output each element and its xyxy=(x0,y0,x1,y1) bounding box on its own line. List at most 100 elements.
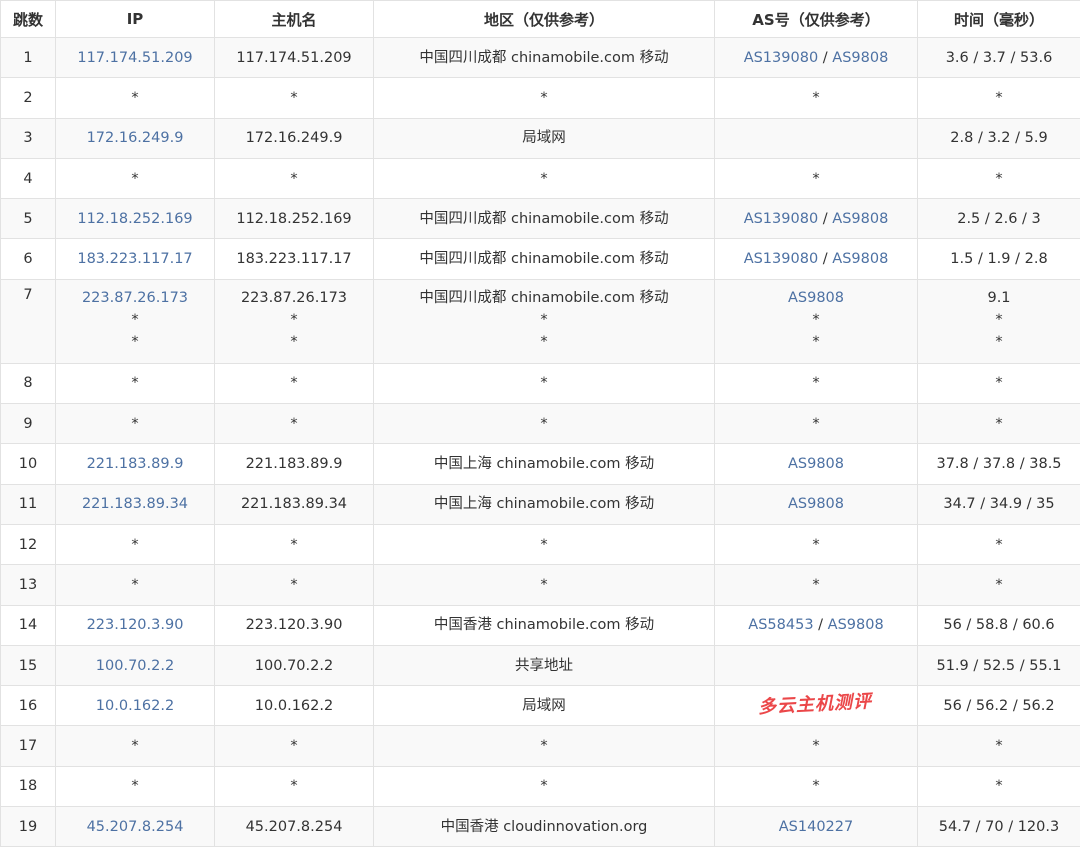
ip-link[interactable]: 183.223.117.17 xyxy=(77,251,193,268)
as-line: AS9808 xyxy=(715,287,917,309)
ip-link[interactable]: 172.16.249.9 xyxy=(86,130,184,147)
hop-cell: 11 xyxy=(0,483,56,525)
ip-link[interactable]: 112.18.252.169 xyxy=(77,210,193,227)
host-cell: * xyxy=(214,564,374,606)
asn-link[interactable]: AS9808 xyxy=(832,49,889,66)
asn-link[interactable]: AS139080 xyxy=(743,49,819,66)
host-cell: * xyxy=(214,725,374,767)
ip-link[interactable]: 221.183.89.34 xyxy=(81,496,189,513)
asn-link[interactable]: AS140227 xyxy=(778,818,854,835)
region-line: * xyxy=(540,375,548,392)
ip-link[interactable]: 10.0.162.2 xyxy=(95,697,175,714)
as-cell: AS58453 / AS9808 xyxy=(714,604,918,646)
time-line: 34.7 / 34.9 / 35 xyxy=(943,496,1055,513)
region-line: 局域网 xyxy=(522,697,566,714)
time-line: * xyxy=(995,778,1003,795)
asn-link[interactable]: AS139080 xyxy=(743,251,819,268)
asn-link[interactable]: AS9808 xyxy=(832,251,889,268)
ip-line: 221.183.89.34 xyxy=(56,493,214,515)
as-line: AS139080 / AS9808 xyxy=(715,248,917,270)
region-line: * xyxy=(540,333,548,350)
host-cell: 117.174.51.209 xyxy=(214,36,374,79)
region-line: 中国上海 chinamobile.com 移动 xyxy=(433,456,655,473)
asn-link[interactable]: AS58453 xyxy=(748,617,814,634)
ip-line: 221.183.89.9 xyxy=(56,453,214,475)
as-cell: AS139080 / AS9808 xyxy=(714,36,918,79)
region-cell: 中国四川成都 chinamobile.com 移动 * * xyxy=(373,278,715,364)
ip-link[interactable]: 223.120.3.90 xyxy=(86,617,184,634)
region-cell: 中国上海 chinamobile.com 移动 xyxy=(373,443,715,485)
as-line: AS140227 xyxy=(715,816,917,838)
ip-link[interactable]: 223.87.26.173 xyxy=(81,289,189,306)
host-line: 223.87.26.173 xyxy=(240,289,348,306)
table-row: 16 10.0.162.2 10.0.162.2 局域网 56 / 56.2 / 56.… xyxy=(0,685,1080,727)
table-row: 11 221.183.89.34 221.183.89.34 中国上海 chinamo… xyxy=(0,483,1080,525)
host-cell: * xyxy=(214,765,374,808)
host-line: * xyxy=(290,778,298,795)
asn-text: * xyxy=(812,375,820,392)
host-cell: * xyxy=(214,403,374,445)
table-row: 3 172.16.249.9 172.16.249.9 局域网 2.8 / 3.2 / … xyxy=(0,117,1080,159)
ip-link[interactable]: 100.70.2.2 xyxy=(95,657,175,674)
host-line: 112.18.252.169 xyxy=(236,210,352,227)
as-cell xyxy=(714,685,918,727)
region-cell: * xyxy=(373,564,715,606)
host-cell: 45.207.8.254 xyxy=(214,806,374,848)
time-cell: 3.6 / 3.7 / 53.6 xyxy=(917,36,1080,79)
header-hostname: 主机名 xyxy=(214,0,374,38)
asn-link[interactable]: AS9808 xyxy=(787,496,845,513)
time-line: 56 / 58.8 / 60.6 xyxy=(943,617,1055,634)
as-cell: * xyxy=(714,362,918,405)
as-cell: AS139080 / AS9808 xyxy=(714,238,918,280)
host-cell: 223.120.3.90 xyxy=(214,604,374,646)
host-line: 221.183.89.9 xyxy=(245,456,343,473)
asn-link[interactable]: AS9808 xyxy=(787,289,845,306)
time-cell: * xyxy=(917,157,1080,200)
host-line: * xyxy=(290,89,298,106)
asn-link[interactable]: AS139080 xyxy=(743,210,819,227)
host-cell: 112.18.252.169 xyxy=(214,198,374,240)
separator: / xyxy=(818,49,833,66)
as-cell: * xyxy=(714,77,918,119)
time-line: * xyxy=(995,415,1003,432)
host-line: 223.120.3.90 xyxy=(245,617,343,634)
region-cell: 中国四川成都 chinamobile.com 移动 xyxy=(373,198,715,240)
host-cell: 10.0.162.2 xyxy=(214,685,374,727)
ip-link[interactable]: 117.174.51.209 xyxy=(77,49,193,66)
asn-link[interactable]: AS9808 xyxy=(827,617,884,634)
host-cell: 223.87.26.173 * * xyxy=(214,278,374,364)
region-line: 中国四川成都 chinamobile.com 移动 xyxy=(419,289,669,306)
header-ip: IP xyxy=(55,0,215,38)
hop-cell: 19 xyxy=(0,806,56,848)
as-line: * xyxy=(715,87,917,109)
as-cell xyxy=(714,117,918,159)
time-cell: * xyxy=(917,362,1080,405)
host-line: * xyxy=(290,333,298,350)
as-line: AS9808 xyxy=(715,453,917,475)
asn-text: * xyxy=(812,170,820,187)
time-cell: 2.5 / 2.6 / 3 xyxy=(917,198,1080,240)
time-line: * xyxy=(995,738,1003,755)
hop-cell: 5 xyxy=(0,198,56,240)
table-row: 10 221.183.89.9 221.183.89.9 中国上海 chinamobi… xyxy=(0,443,1080,485)
asn-link[interactable]: AS9808 xyxy=(832,210,889,227)
asn-link[interactable]: AS9808 xyxy=(787,456,845,473)
hop-cell: 4 xyxy=(0,157,56,200)
ip-cell: * xyxy=(55,403,215,445)
as-cell: * xyxy=(714,157,918,200)
asn-text: * xyxy=(812,576,820,593)
host-cell: 100.70.2.2 xyxy=(214,644,374,687)
table-row: 9 * * * * * xyxy=(0,403,1080,445)
ip-link[interactable]: 45.207.8.254 xyxy=(86,818,184,835)
region-cell: 中国上海 chinamobile.com 移动 xyxy=(373,483,715,525)
region-line: * xyxy=(540,778,548,795)
region-line: 中国四川成都 chinamobile.com 移动 xyxy=(419,49,669,66)
host-line: 45.207.8.254 xyxy=(245,818,343,835)
asn-text: * xyxy=(812,311,820,328)
ip-line: * xyxy=(131,778,139,795)
region-line: 局域网 xyxy=(522,130,566,147)
as-line: * xyxy=(715,574,917,596)
ip-link[interactable]: 221.183.89.9 xyxy=(86,456,184,473)
region-line: * xyxy=(540,536,548,553)
